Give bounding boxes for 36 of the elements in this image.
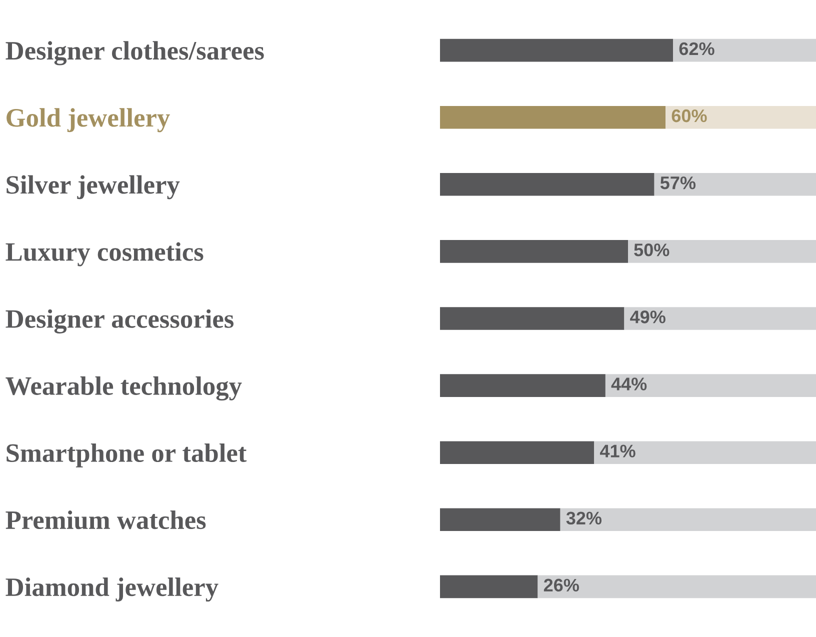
bar [673,38,816,62]
bar [594,441,816,464]
bar [440,575,538,598]
bar [560,508,816,532]
y-tick-label: Luxury cosmetics [6,242,204,266]
y-tick-label: Premium watches [6,510,206,530]
y-tick-label: Wearable technology [6,376,242,401]
bar [440,374,606,397]
bar [624,307,816,330]
y-tick-label: Diamond jewellery [6,578,218,602]
bar [538,575,816,598]
bar [440,172,654,196]
y-tick-label: Designer accessories [6,309,234,334]
bar [605,374,816,397]
data-label: 26% [544,578,579,592]
bar [440,106,666,129]
y-tick-label: Smartphone or tablet [6,443,247,468]
data-label: 57% [660,176,696,190]
bar [628,240,816,263]
bar [440,38,674,62]
bar [440,240,628,263]
data-label: 44% [611,378,647,390]
data-label: 32% [566,512,602,525]
y-tick-label: Gold jewellery [6,108,170,132]
data-label: 50% [634,244,670,256]
bar [440,307,624,330]
y-tick-label: Designer clothes/sarees [6,41,264,66]
data-label: 49% [630,310,666,324]
data-label: 60% [672,109,707,122]
bar [440,508,560,532]
y-tick-label: Silver jewellery [6,175,180,200]
bar [440,441,594,464]
data-label: 41% [600,444,636,458]
bar [666,106,816,129]
bar [654,172,816,196]
data-label: 62% [679,42,714,56]
